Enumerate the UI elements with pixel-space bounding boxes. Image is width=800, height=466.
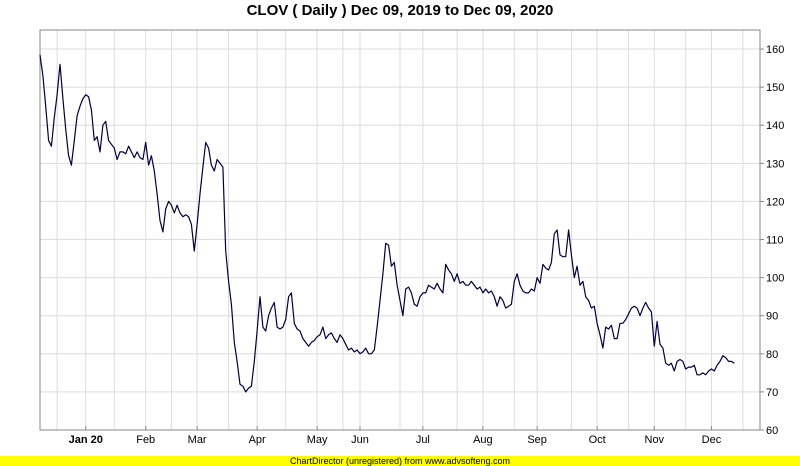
series-layer <box>39 54 735 393</box>
y-tick-label: 130 <box>766 158 784 170</box>
x-tick-label: Jun <box>351 434 369 446</box>
x-tick-label: Nov <box>645 434 665 446</box>
x-tick-label: Mar <box>188 434 207 446</box>
x-tick-label: Jul <box>416 434 430 446</box>
y-tick-label: 160 <box>766 44 784 56</box>
x-tick-label: Apr <box>249 434 266 446</box>
y-tick-label: 110 <box>766 235 784 247</box>
x-tick-label: Feb <box>136 434 155 446</box>
x-tick-label: May <box>307 434 328 446</box>
y-tick-label: 60 <box>766 425 778 437</box>
y-tick-label: 90 <box>766 311 778 323</box>
y-tick-label: 100 <box>766 273 784 285</box>
x-tick-label: Oct <box>589 434 606 446</box>
x-axis: Jan 20 Feb Mar Apr May Jun Jul Aug Sep Oct Nov Dec <box>69 426 722 446</box>
y-tick-label: 120 <box>766 196 784 208</box>
x-tick-label: Jan 20 <box>69 434 103 446</box>
footer-banner: ChartDirector (unregistered) from www.ad… <box>0 456 800 466</box>
price-line <box>39 54 735 393</box>
y-tick-label: 140 <box>766 120 784 132</box>
y-tick-label: 150 <box>766 82 784 94</box>
y-axis: 60 70 80 90 100 110 120 130 140 150 160 <box>760 44 784 437</box>
vertical-gridlines <box>56 30 744 430</box>
x-tick-label: Dec <box>702 434 722 446</box>
y-tick-label: 70 <box>766 387 778 399</box>
x-tick-label: Sep <box>527 434 547 446</box>
chart-title: CLOV ( Daily ) Dec 09, 2019 to Dec 09, 2… <box>246 2 554 19</box>
plot-border <box>39 29 761 431</box>
y-tick-label: 80 <box>766 349 778 361</box>
x-tick-label: Aug <box>473 434 493 446</box>
